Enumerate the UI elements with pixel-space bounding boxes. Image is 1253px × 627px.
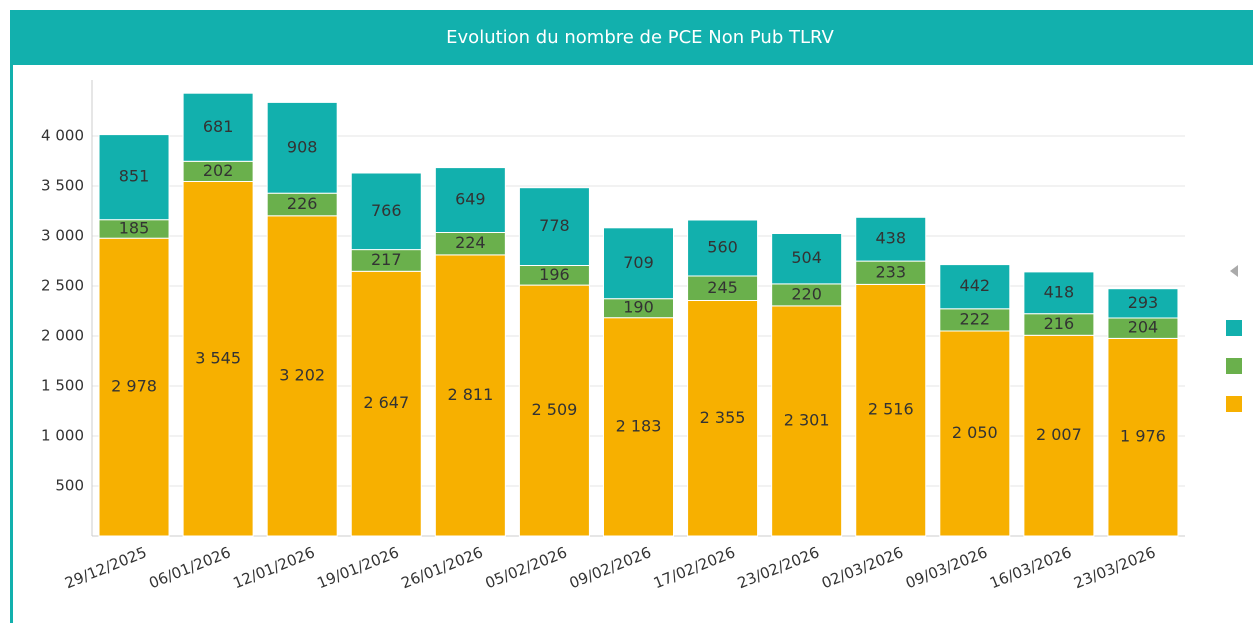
data-label: 560 (707, 238, 738, 257)
data-label: 217 (371, 250, 402, 269)
frame-border (10, 10, 13, 623)
bar-segment (1023, 334, 1095, 537)
data-label: 442 (960, 276, 991, 295)
bar-segment (518, 284, 590, 537)
data-label: 222 (960, 309, 991, 328)
data-label: 2 509 (532, 400, 578, 419)
data-label: 766 (371, 201, 402, 220)
bar-segment (350, 270, 422, 537)
bar-segment (855, 216, 927, 262)
bar-segment (687, 300, 759, 537)
data-label: 3 545 (195, 348, 241, 367)
x-tick-label: 05/02/2026 (483, 543, 570, 592)
x-tick-label: 26/01/2026 (399, 543, 486, 592)
data-label: 216 (1044, 314, 1075, 333)
bar-segment (182, 181, 254, 537)
bar-segment (1023, 271, 1095, 315)
y-tick-label: 3 000 (41, 227, 84, 245)
data-label: 418 (1044, 282, 1075, 301)
bar-segment (434, 254, 506, 537)
bar-segment (518, 187, 590, 266)
y-tick-label: 4 000 (41, 127, 84, 145)
y-tick-label: 1 500 (41, 377, 84, 395)
data-label: 681 (203, 117, 234, 136)
data-label: 2 183 (616, 416, 662, 435)
bar-segment (603, 317, 674, 537)
data-label: 2 050 (952, 423, 998, 442)
y-tick-label: 3 500 (41, 177, 84, 195)
bar-segment (687, 219, 759, 277)
y-tick-label: 2 500 (41, 277, 84, 295)
legend-swatch (1226, 358, 1242, 374)
x-tick-label: 29/12/2025 (62, 543, 149, 592)
bar-segment (939, 264, 1011, 310)
data-label: 438 (875, 229, 906, 248)
x-tick-label: 23/03/2026 (1071, 543, 1158, 592)
bar-segment (771, 233, 843, 285)
data-label: 2 007 (1036, 425, 1082, 444)
x-tick-label: 12/01/2026 (230, 543, 317, 592)
data-label: 190 (623, 298, 654, 317)
bar-segment (1107, 288, 1179, 319)
x-tick-label: 17/02/2026 (651, 543, 738, 592)
data-label: 851 (119, 167, 150, 186)
y-tick-label: 1 000 (41, 427, 84, 445)
bar-segment (266, 101, 338, 194)
data-label: 2 647 (363, 393, 409, 412)
chart-title: Evolution du nombre de PCE Non Pub TLRV (446, 27, 834, 48)
x-tick-label: 23/02/2026 (735, 543, 822, 592)
y-tick-label: 500 (55, 477, 84, 495)
bar-segment (434, 167, 506, 234)
data-label: 220 (791, 284, 822, 303)
x-tick-label: 19/01/2026 (315, 543, 402, 592)
bar-segment (266, 215, 338, 537)
bar-segment (1107, 337, 1179, 537)
x-tick-label: 06/01/2026 (146, 543, 233, 592)
data-label: 185 (119, 218, 150, 237)
bar-segment (98, 134, 170, 221)
data-label: 2 811 (447, 385, 493, 404)
x-tick-label: 09/03/2026 (903, 543, 990, 592)
data-label: 908 (287, 137, 318, 156)
legend-swatch (1226, 320, 1242, 336)
bar-segment (603, 227, 674, 300)
data-label: 778 (539, 216, 570, 235)
bar-segment (182, 92, 254, 162)
legend-swatch (1226, 396, 1242, 412)
legend-arrow[interactable] (1230, 265, 1238, 277)
x-tick-label: 16/03/2026 (987, 543, 1074, 592)
data-label: 2 355 (700, 408, 746, 427)
data-label: 3 202 (279, 365, 325, 384)
data-label: 2 978 (111, 377, 157, 396)
data-label: 504 (791, 248, 822, 267)
x-tick-label: 02/03/2026 (819, 543, 906, 592)
data-label: 204 (1128, 318, 1159, 337)
data-label: 233 (875, 262, 906, 281)
data-label: 224 (455, 233, 486, 252)
data-label: 1 976 (1120, 427, 1166, 446)
y-tick-label: 2 000 (41, 327, 84, 345)
data-label: 709 (623, 253, 654, 272)
data-label: 2 516 (868, 400, 914, 419)
bar-segment (771, 305, 843, 537)
data-label: 202 (203, 161, 234, 180)
data-label: 226 (287, 194, 318, 213)
bar-segment (350, 172, 422, 251)
x-tick-label: 09/02/2026 (567, 543, 654, 592)
header (10, 10, 1253, 65)
data-label: 293 (1128, 293, 1159, 312)
data-label: 649 (455, 190, 486, 209)
bar-segment (98, 237, 170, 537)
bar-segment (939, 330, 1011, 537)
data-label: 2 301 (784, 410, 830, 429)
data-label: 196 (539, 265, 570, 284)
data-label: 245 (707, 278, 738, 297)
